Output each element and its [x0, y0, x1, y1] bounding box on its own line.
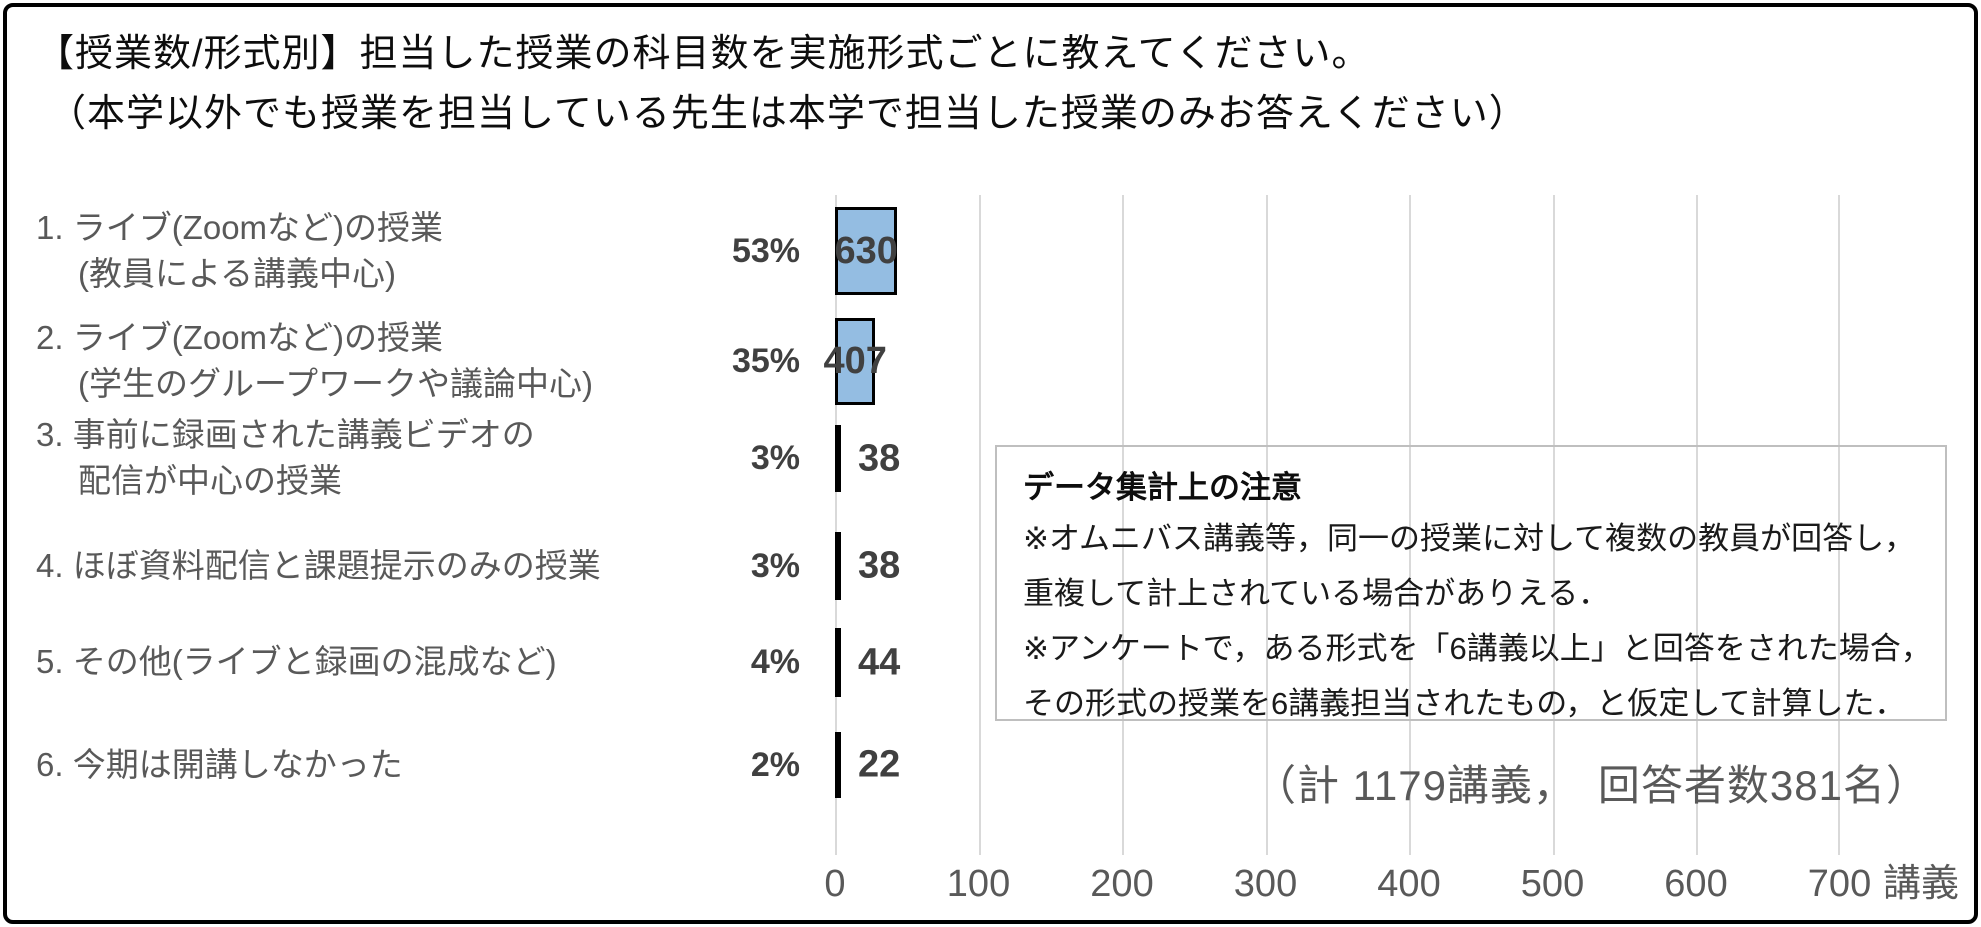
category-label-text: 3. 事前に録画された講義ビデオの: [36, 416, 535, 453]
bar-materials-only: 38: [835, 532, 900, 600]
category-label-text: 2. ライブ(Zoomなど)の授業: [36, 319, 444, 356]
chart-title-line1: 【授業数/形式別】担当した授業の科目数を実施形式ごとに教えてください。: [36, 33, 1371, 75]
gridline-200: [1122, 195, 1124, 855]
category-label-text: (教員による講義中心): [78, 255, 396, 292]
category-label-6: 6. 今期は開講しなかった: [36, 710, 666, 820]
bar-row-2: 407: [823, 318, 904, 405]
gridline-0: [835, 195, 837, 855]
category-label-2: 2. ライブ(Zoomなど)の授業 (学生のグループワークや議論中心): [36, 306, 666, 416]
category-label-text: 4. ほぼ資料配信と課題提示のみの授業: [36, 547, 601, 584]
x-axis: 0 100 200 300 400 500 600 700 講義: [824, 862, 1981, 912]
gridline-300: [1265, 195, 1268, 855]
category-label-text: 5. その他(ライブと録画の混成など): [36, 643, 557, 680]
bar-value-label: 38: [858, 544, 901, 587]
bar-row-1: 630: [835, 207, 904, 295]
category-label-text: 6. 今期は開講しなかった: [36, 746, 403, 783]
gridline-700: [1838, 195, 1840, 855]
note-box-title: データ集計上の注意: [1023, 470, 1302, 505]
bar-live-lecture: 630: [834, 207, 898, 295]
bar-value-label: 630: [834, 229, 898, 272]
chart-title: 【授業数/形式別】担当した授業の科目数を実施形式ごとに教えてください。 （本学以…: [36, 24, 1528, 144]
category-label-5: 5. その他(ライブと録画の混成など): [36, 607, 666, 717]
note-line-4: その形式の授業を6講義担当されたもの，と仮定して計算した．: [1023, 686, 1906, 721]
data-note-box: データ集計上の注意 ※オムニバス講義等，同一の授業に対して複数の教員が回答し， …: [995, 445, 1947, 721]
note-line-1: ※オムニバス講義等，同一の授業に対して複数の教員が回答し，: [1023, 521, 1916, 556]
category-label-text: (学生のグループワークや議論中心): [78, 365, 593, 402]
x-tick-100: 100: [946, 863, 1011, 905]
gridline-600: [1696, 195, 1698, 855]
gridline-100: [978, 195, 981, 855]
gridline-400: [1409, 195, 1411, 855]
bar-recorded-video: 38: [835, 425, 900, 492]
x-tick-300: 300: [1233, 863, 1298, 905]
percent-label-1: 53%: [731, 232, 800, 270]
note-line-2: 重複して計上されている場合がありえる．: [1023, 576, 1610, 611]
bar-not-offered: 22: [835, 732, 900, 798]
bar-row-5: 44: [835, 628, 900, 697]
category-label-3: 3. 事前に録画された講義ビデオの 配信が中心の授業: [36, 403, 666, 513]
bar-live-groupwork: 407: [823, 318, 887, 405]
x-tick-0: 0: [824, 863, 846, 905]
category-label-4: 4. ほぼ資料配信と課題提示のみの授業: [36, 511, 666, 621]
total-footnote: （計 1179講義， 回答者数381名）: [1253, 762, 1929, 809]
x-tick-500: 500: [1520, 863, 1585, 905]
x-axis-unit-label: 講義: [1883, 863, 1960, 905]
bar-row-3: 38: [835, 425, 900, 492]
chart-title-line2: （本学以外でも授業を担当している先生は本学で担当した授業のみお答えください）: [48, 93, 1528, 135]
bar-value-label: 44: [858, 641, 901, 683]
bar-other: 44: [835, 628, 900, 697]
x-tick-600: 600: [1664, 863, 1728, 905]
bar-value-label: 22: [858, 743, 901, 786]
category-label-1: 1. ライブ(Zoomなど)の授業 (教員による講義中心): [36, 196, 666, 306]
note-line-3: ※アンケートで，ある形式を「6講義以上」と回答をされた場合，: [1023, 631, 1932, 666]
plot-area: 630 407 38 38 44 22: [823, 195, 1840, 855]
bar-value-label: 38: [858, 437, 901, 479]
category-label-text: 1. ライブ(Zoomなど)の授業: [36, 209, 444, 246]
bar-row-6: 22: [835, 732, 900, 798]
x-tick-700: 700: [1807, 863, 1872, 905]
percent-label-2: 35%: [731, 342, 800, 380]
gridline-500: [1552, 195, 1555, 855]
x-tick-400: 400: [1377, 863, 1441, 905]
percent-label-5: 4%: [750, 643, 800, 681]
percent-label-6: 2%: [750, 746, 800, 784]
category-label-text: 配信が中心の授業: [78, 462, 342, 499]
x-tick-200: 200: [1090, 863, 1154, 905]
percent-label-4: 3%: [750, 547, 800, 585]
bar-row-4: 38: [835, 532, 900, 600]
bar-value-label: 407: [823, 340, 887, 382]
percent-label-3: 3%: [750, 439, 800, 477]
